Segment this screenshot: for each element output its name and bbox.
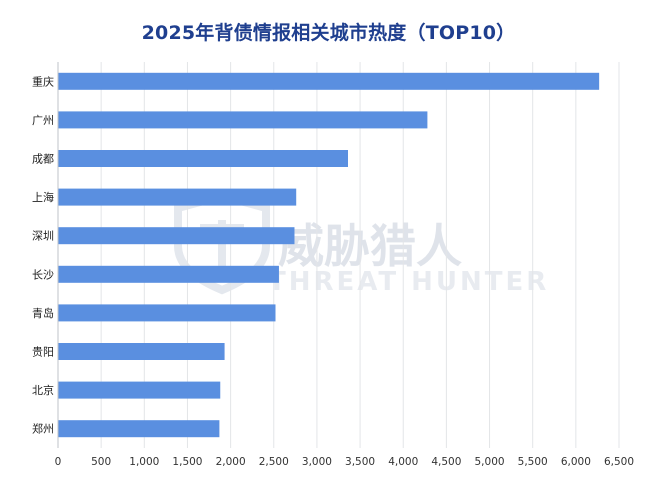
bar [58,188,297,206]
x-tick-label: 500 [91,456,111,468]
x-tick-label: 1,500 [172,456,202,468]
category-label: 重庆 [32,74,54,88]
bar [58,227,295,245]
bar [58,420,220,438]
bar [58,265,279,283]
category-label: 长沙 [32,268,54,281]
x-tick-label: 6,000 [561,456,591,468]
bar [58,304,276,322]
category-label: 贵阳 [32,346,54,359]
category-label: 成都 [32,153,54,166]
category-label: 郑州 [32,422,54,436]
watermark: 威胁猎人 THREAT HUNTER [174,191,549,297]
x-tick-label: 4,000 [388,456,418,468]
bar [58,381,221,399]
x-tick-label: 5,000 [475,456,505,468]
x-tick-label: 1,000 [129,456,159,468]
category-label: 青岛 [32,306,54,320]
x-tick-label: 4,500 [431,456,461,468]
category-label: 广州 [32,114,54,127]
x-tick-label: 2,500 [259,456,289,468]
bars [58,72,600,438]
x-tick-label: 3,500 [345,456,375,468]
bar [58,150,348,167]
chart-title: 2025年背债情报相关城市热度（TOP10） [141,22,516,44]
bar [58,111,428,129]
watermark-sub-text: THREAT HUNTER [268,267,549,297]
x-tick-label: 2,000 [216,456,246,468]
x-tick-label: 3,000 [302,456,332,468]
x-tick-label: 6,500 [604,456,634,468]
x-tick-label: 0 [55,456,62,468]
category-label: 深圳 [32,230,54,243]
bar [58,343,225,360]
watermark-main-text: 威胁猎人 [278,219,462,273]
x-tick-label: 5,500 [518,456,548,468]
x-axis-ticks: 0 500 1,000 1,500 2,000 2,500 3,000 3,500 4,000 4… [55,456,634,468]
bar [58,72,600,90]
category-label: 上海 [32,190,54,204]
category-label: 北京 [32,383,54,397]
